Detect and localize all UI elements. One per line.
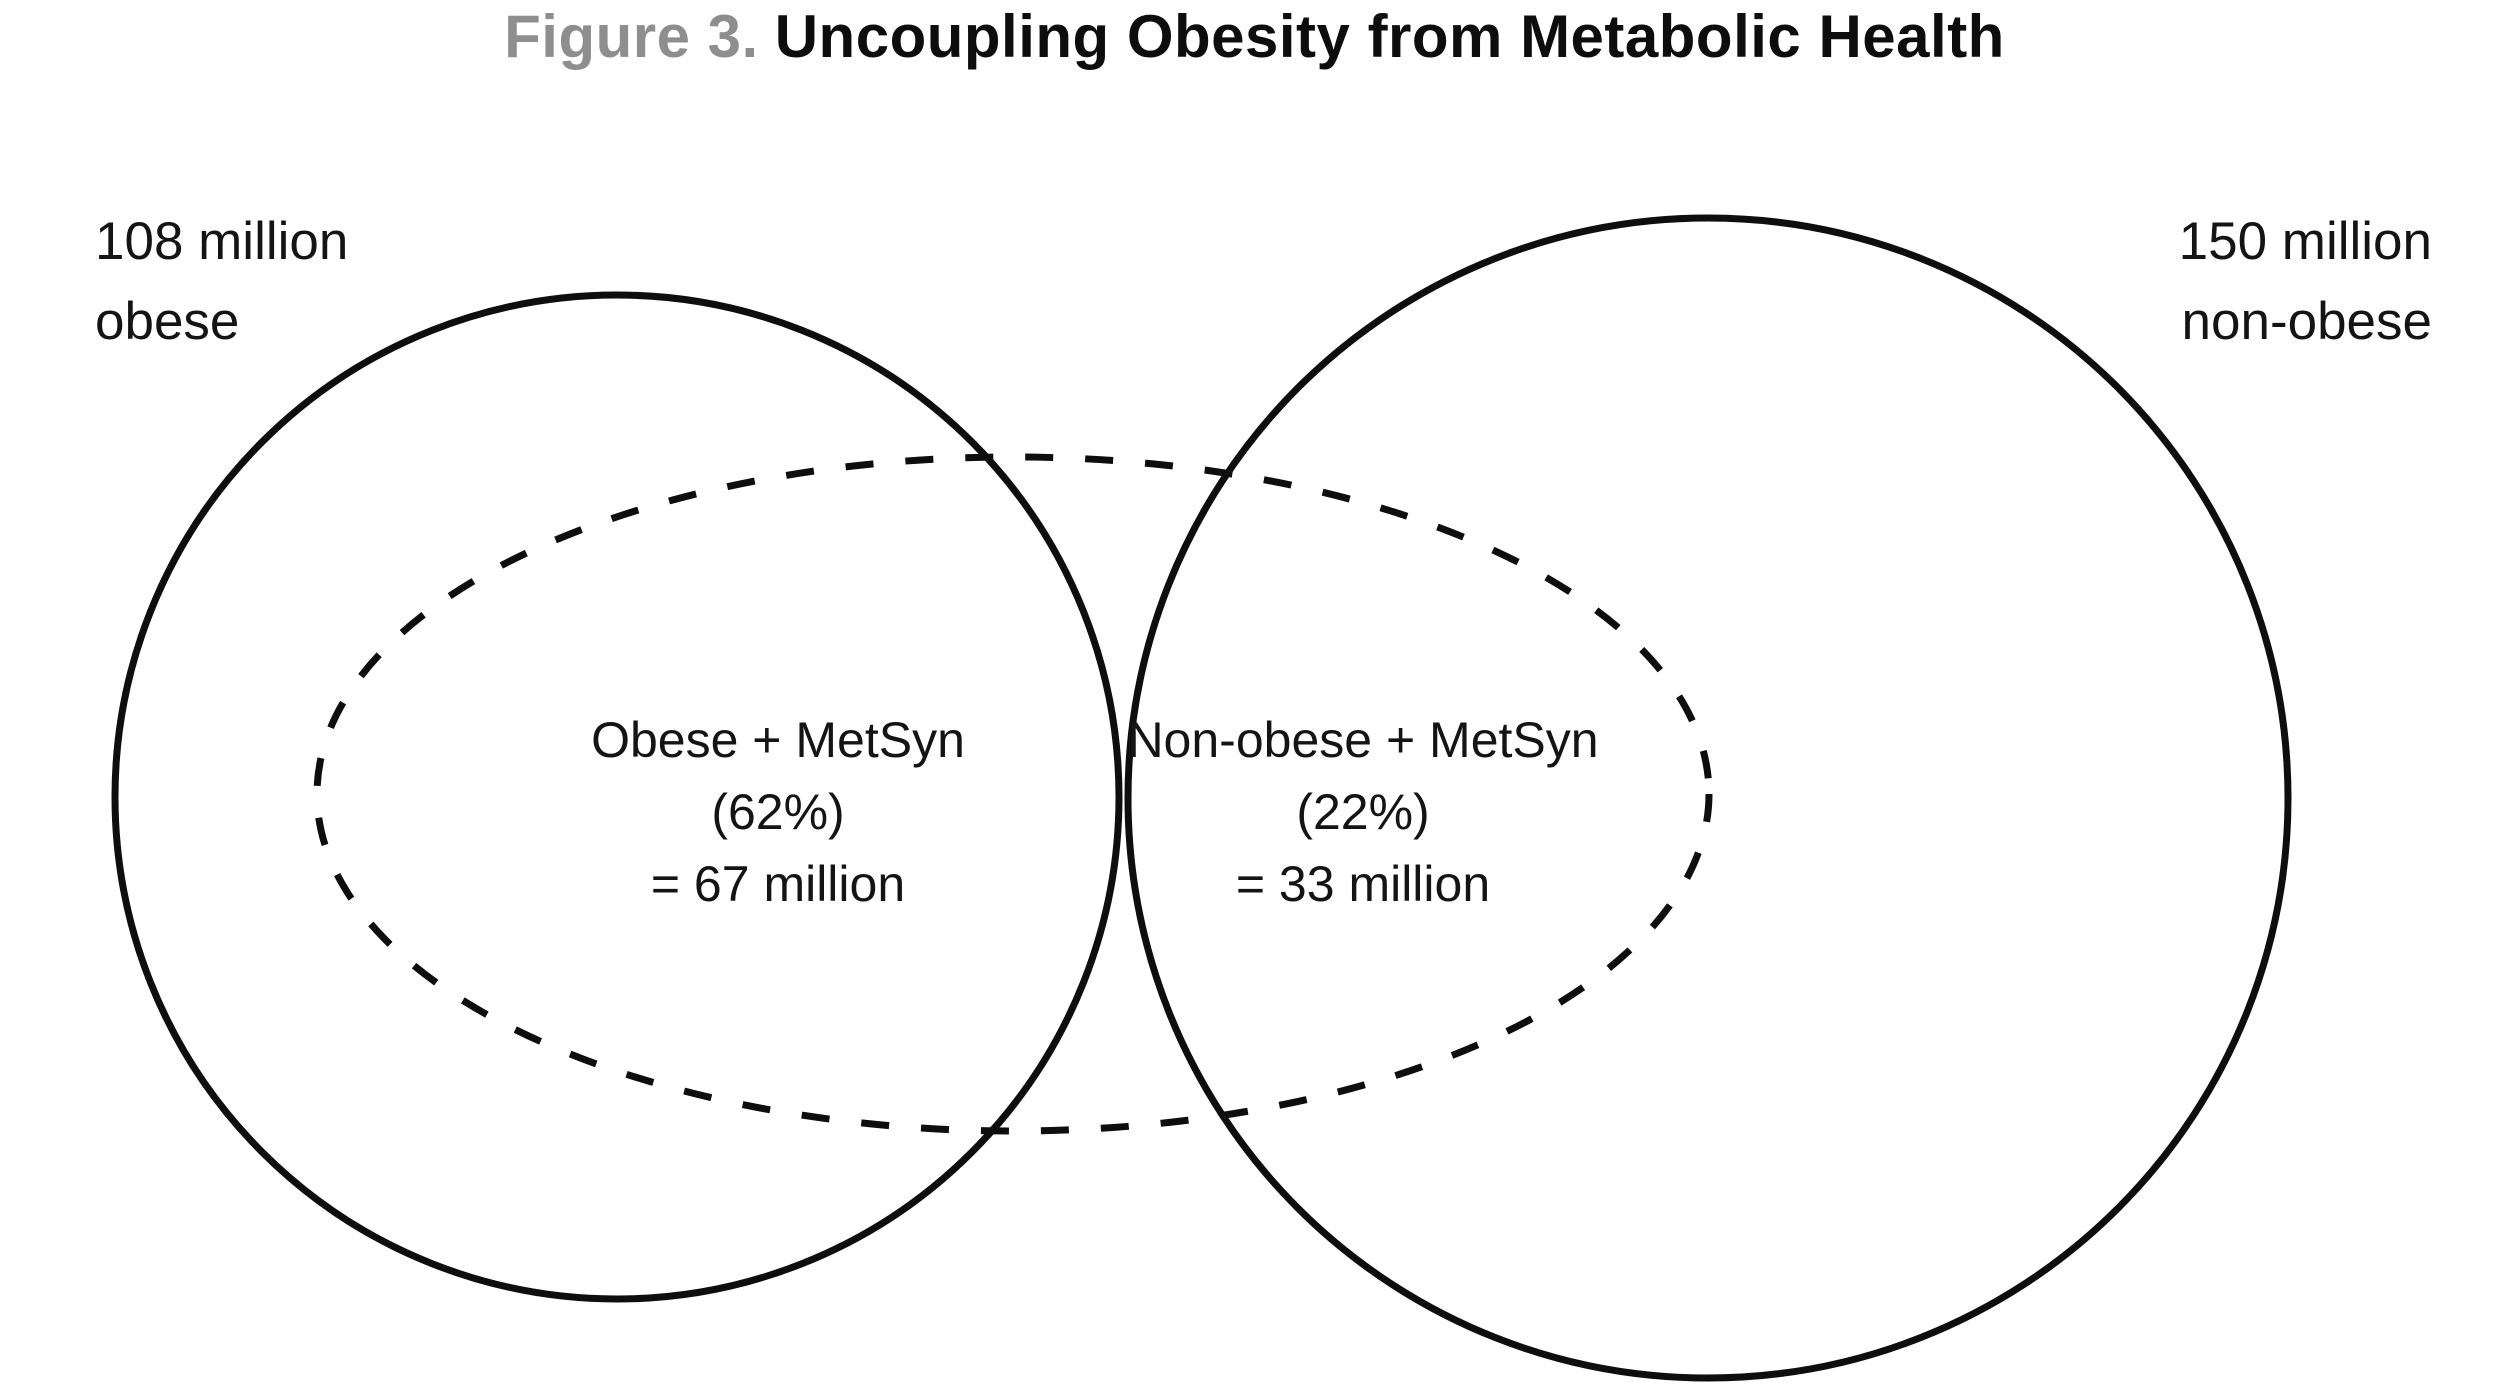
metsyn-dashed-ellipse (313, 453, 1713, 1135)
figure-title: Figure 3. Uncoupling Obesity from Metabol… (0, 0, 2509, 74)
obese-population-line1: 108 million (95, 212, 349, 271)
non-obese-metsyn-line2: (22%) (1296, 784, 1430, 840)
non-obese-metsyn-line3: = 33 million (1235, 856, 1491, 912)
obese-population-line2: obese (95, 292, 240, 351)
non-obese-population-label: 150 million non-obese (2179, 202, 2432, 362)
obese-population-label: 108 million obese (95, 202, 348, 362)
non-obese-metsyn-line1: Non-obese + MetSyn (1127, 712, 1599, 768)
non-obese-population-line1: 150 million (2178, 212, 2432, 271)
non-obese-population-line2: non-obese (2181, 292, 2432, 351)
figure-title-text: Uncoupling Obesity from Metabolic Health (774, 3, 2005, 70)
obese-metsyn-line3: = 67 million (650, 856, 906, 912)
figure-number: Figure 3. (504, 3, 759, 70)
obese-circle (111, 291, 1123, 1303)
non-obese-metsyn-label: Non-obese + MetSyn (22%) = 33 million (1127, 704, 1598, 920)
obese-metsyn-line1: Obese + MetSyn (591, 712, 965, 768)
obese-metsyn-line2: (62%) (711, 784, 845, 840)
obese-metsyn-label: Obese + MetSyn (62%) = 67 million (591, 704, 965, 920)
non-obese-circle (1124, 214, 2292, 1382)
